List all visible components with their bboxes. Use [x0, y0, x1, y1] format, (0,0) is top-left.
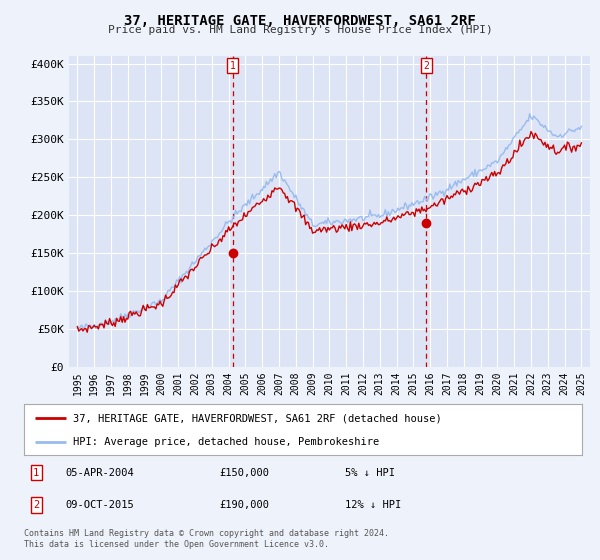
Text: Price paid vs. HM Land Registry's House Price Index (HPI): Price paid vs. HM Land Registry's House … [107, 25, 493, 35]
Text: 1: 1 [230, 61, 236, 71]
Text: 37, HERITAGE GATE, HAVERFORDWEST, SA61 2RF (detached house): 37, HERITAGE GATE, HAVERFORDWEST, SA61 2… [73, 413, 442, 423]
Text: 37, HERITAGE GATE, HAVERFORDWEST, SA61 2RF: 37, HERITAGE GATE, HAVERFORDWEST, SA61 2… [124, 14, 476, 28]
Text: £150,000: £150,000 [220, 468, 269, 478]
Text: 05-APR-2004: 05-APR-2004 [66, 468, 134, 478]
Text: HPI: Average price, detached house, Pembrokeshire: HPI: Average price, detached house, Pemb… [73, 437, 379, 447]
Text: £190,000: £190,000 [220, 500, 269, 510]
Text: 09-OCT-2015: 09-OCT-2015 [66, 500, 134, 510]
Text: 2: 2 [424, 61, 429, 71]
Text: 2: 2 [33, 500, 40, 510]
Text: 5% ↓ HPI: 5% ↓ HPI [345, 468, 395, 478]
Text: This data is licensed under the Open Government Licence v3.0.: This data is licensed under the Open Gov… [24, 540, 329, 549]
Text: 1: 1 [33, 468, 40, 478]
Text: 12% ↓ HPI: 12% ↓ HPI [345, 500, 401, 510]
Text: Contains HM Land Registry data © Crown copyright and database right 2024.: Contains HM Land Registry data © Crown c… [24, 529, 389, 538]
